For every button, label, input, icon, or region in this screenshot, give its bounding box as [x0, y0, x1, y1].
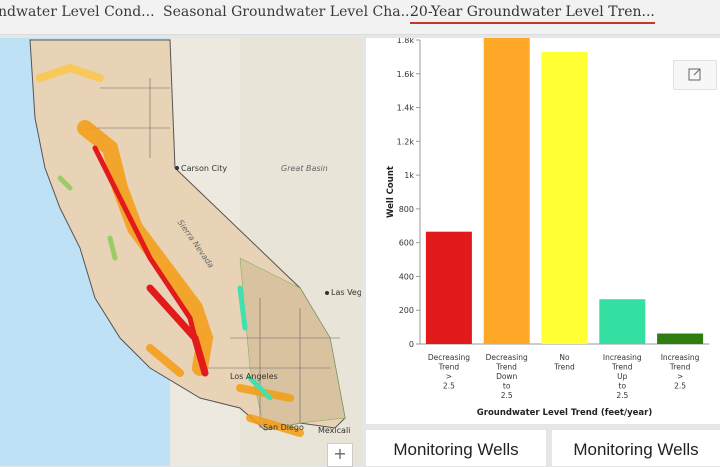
y-tick-label: 1.4k — [397, 104, 415, 113]
y-tick-label: 800 — [399, 205, 414, 214]
monitoring-wells-card-2: Monitoring Wells — [552, 430, 720, 466]
y-tick-label: 0 — [409, 340, 414, 349]
x-tick-label: Increasing Trend Up to 2.5 — [603, 353, 642, 400]
x-tick-label: Decreasing Trend Down to 2.5 — [486, 353, 528, 400]
card-title-2: Monitoring Wells — [573, 440, 699, 459]
bar — [425, 231, 472, 344]
bar — [483, 38, 530, 344]
x-tick-label: Increasing Trend >2.5 — [661, 353, 700, 391]
y-tick-label: 1.6k — [397, 70, 415, 79]
expand-icon — [688, 68, 701, 81]
y-axis-title: Well Count — [386, 166, 396, 218]
tab-bar: ndwater Level Cond... Seasonal Groundwat… — [0, 0, 720, 35]
x-tick-label: No Trend — [553, 353, 575, 372]
bar — [541, 51, 588, 345]
chart-panel: 0 200 400 600 800 1k 1.2k 1.4k 1.6k 1.8k Decreasin… — [366, 36, 720, 424]
map-label-san-diego: San Diego — [263, 423, 304, 432]
x-axis-title: Groundwater Level Trend (feet/year) — [477, 408, 653, 418]
bar — [599, 299, 646, 344]
monitoring-wells-card: Monitoring Wells — [366, 430, 546, 466]
y-tick-label: 600 — [399, 239, 414, 248]
x-tick-label: Decreasing Trend >2.5 — [428, 353, 470, 391]
y-tick-label: 1.8k — [397, 38, 415, 45]
map-view[interactable]: Carson City Great Basin Sierra Nevada La… — [0, 38, 361, 466]
tab-groundwater-level-conditions[interactable]: ndwater Level Cond... — [0, 4, 155, 20]
map-label-los-angeles: Los Angeles — [230, 372, 278, 381]
map-label-great-basin: Great Basin — [281, 164, 328, 173]
map-canvas[interactable] — [0, 38, 361, 466]
y-tick-label: 1k — [404, 171, 414, 180]
tab-20-year-groundwater-trend[interactable]: 20-Year Groundwater Level Tren... — [410, 4, 655, 24]
y-tick-label: 200 — [399, 306, 414, 315]
map-label-mexicali: Mexicali — [318, 426, 351, 435]
bar — [657, 333, 704, 344]
bar-chart: 0 200 400 600 800 1k 1.2k 1.4k 1.6k 1.8k Decreasin… — [386, 36, 709, 418]
map-label-carson-city: Carson City — [181, 164, 228, 173]
tab-seasonal-groundwater-change[interactable]: Seasonal Groundwater Level Cha... — [163, 4, 414, 20]
y-tick-label: 1.2k — [397, 137, 415, 146]
expand-button[interactable] — [673, 60, 717, 90]
y-tick-label: 400 — [399, 272, 414, 281]
card-title: Monitoring Wells — [393, 440, 519, 459]
zoom-in-button[interactable]: + — [327, 443, 353, 467]
map-label-las-vegas: Las Vegas — [331, 288, 361, 297]
